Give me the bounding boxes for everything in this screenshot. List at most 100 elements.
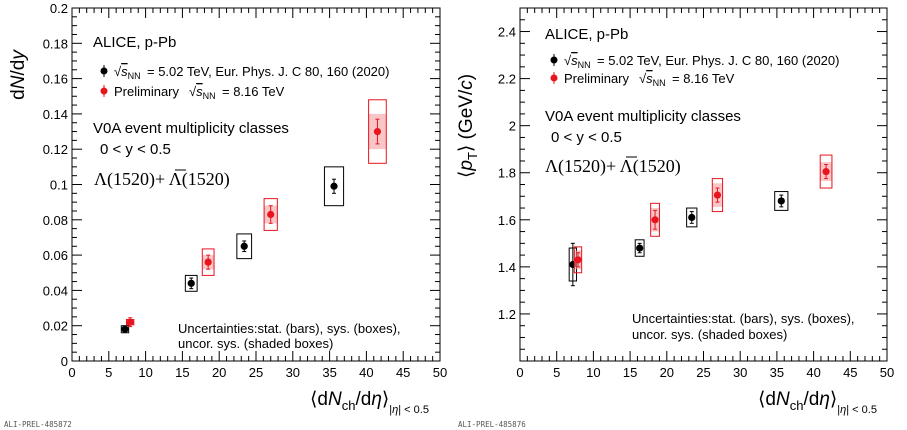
data-point: [330, 182, 338, 190]
x-tick-label: 50: [880, 365, 894, 380]
x-tick-label: 25: [696, 365, 710, 380]
sqrt-s-label: √sNN: [189, 84, 216, 101]
sys-box: [263, 198, 278, 231]
x-axis-title: ⟨dNch/dη⟩|η| < 0.5: [310, 389, 429, 416]
x-tick-label: 20: [212, 365, 226, 380]
rapidity-label: 0 < y < 0.5: [551, 129, 622, 146]
watermark: ALI-PREL-485872: [4, 420, 72, 429]
sys-box: [819, 154, 833, 189]
legend-black: √sNN = 5.02 TeV, Eur. Phys. J. C 80, 160…: [100, 64, 389, 81]
particle-label: Λ(1520)+ Λ(1520): [545, 156, 681, 177]
chart-panel-meanpt: 0 5 10 15 20 25 30 35 40 45 501.21.41.61.822.22.4 …: [456, 7, 894, 429]
sys-box: [236, 233, 253, 260]
sqrt-s-label: √sNN: [114, 64, 141, 81]
x-tick-label: 30: [286, 365, 300, 380]
y-tick-label: 0.06: [43, 248, 68, 263]
x-tick-label: 40: [806, 365, 820, 380]
data-point: [574, 256, 582, 264]
y-tick-label: 0.08: [43, 213, 68, 228]
data-marks: [568, 154, 833, 287]
data-point: [187, 279, 195, 287]
data-point: [121, 325, 129, 333]
y-tick-label: 2.2: [498, 72, 516, 87]
legend-black: √sNN = 5.02 TeV, Eur. Phys. J. C 80, 160…: [550, 53, 839, 70]
sys-box: [711, 178, 724, 213]
legend-red: Preliminary √sNN = 8.16 TeV: [550, 71, 735, 88]
system-label: ALICE, p-Pb: [545, 26, 628, 43]
legend-label-red-prefix: Preliminary: [564, 71, 630, 86]
y-tick-label: 1.8: [498, 166, 516, 181]
multiplicity-class-label: V0A event multiplicity classes: [93, 120, 289, 137]
uncertainty-note-line2: uncor. sys. (shaded boxes): [632, 327, 787, 342]
y-tick-label: 2.4: [498, 25, 516, 40]
sys-box: [201, 248, 215, 276]
system-label: ALICE, p-Pb: [93, 34, 176, 51]
y-tick-label: 0.1: [50, 178, 68, 193]
y-tick-label: 0: [61, 354, 68, 369]
y-tick-label: 1.6: [498, 213, 516, 228]
x-tick-label: 35: [770, 365, 784, 380]
y-tick-label: 0.04: [43, 283, 68, 298]
x-tick-label: 45: [396, 365, 410, 380]
y-tick-label: 0.18: [43, 36, 68, 51]
data-point: [822, 167, 830, 176]
axis-ticks: 0 5 10 15 20 25 30 35 40 45 50 0 0.02 0.04 0.06 0.08 0.1…: [43, 1, 448, 380]
x-tick-label: 20: [660, 365, 674, 380]
y-axis-title: dN/dy: [8, 49, 29, 100]
data-point: [373, 127, 382, 136]
x-tick-label: 0: [516, 365, 523, 380]
legend-label-red-prefix: Preliminary: [114, 84, 180, 99]
sys-box: [650, 202, 660, 237]
y-tick-label: 1.4: [498, 260, 516, 275]
sys-box: [323, 166, 345, 207]
x-tick-label: 15: [175, 365, 189, 380]
y-tick-label: 0.14: [43, 107, 68, 122]
x-tick-label: 25: [249, 365, 263, 380]
y-tick-label: 0.02: [43, 319, 68, 334]
uncertainty-note-line2: uncor. sys. (shaded boxes): [178, 336, 333, 351]
data-point: [267, 210, 275, 219]
data-point: [777, 197, 785, 205]
data-point: [240, 242, 248, 250]
legend-marker-black: [100, 67, 108, 75]
sys-box: [573, 246, 583, 274]
x-tick-label: 45: [843, 365, 857, 380]
legend-marker-black: [550, 56, 558, 64]
data-point: [126, 318, 134, 326]
legend-label-black: = 5.02 TeV, Eur. Phys. J. C 80, 160 (202…: [147, 64, 389, 79]
legend-red: Preliminary √sNN = 8.16 TeV: [100, 84, 285, 101]
sqrt-s-label: √sNN: [564, 53, 591, 70]
y-tick-label: 1.2: [498, 307, 516, 322]
chart-panel-dndy: 0 5 10 15 20 25 30 35 40 45 50 0 0.02 0.04 0.06 0.08 0.1…: [4, 1, 447, 429]
data-point: [688, 213, 696, 222]
sqrt-s-label: √sNN: [639, 71, 666, 88]
rapidity-label: 0 < y < 0.5: [100, 141, 171, 158]
x-axis-title: ⟨dNch/dη⟩|η| < 0.5: [758, 389, 877, 416]
x-tick-label: 0: [68, 365, 75, 380]
data-point: [651, 216, 659, 224]
x-tick-label: 50: [433, 365, 447, 380]
x-tick-label: 5: [105, 365, 112, 380]
legend-marker-red: [100, 87, 108, 95]
sys-box: [634, 239, 645, 257]
y-tick-label: 0.2: [50, 1, 68, 16]
x-tick-label: 15: [623, 365, 637, 380]
legend-label-black: = 5.02 TeV, Eur. Phys. J. C 80, 160 (202…: [597, 53, 839, 68]
y-tick-label: 0.16: [43, 72, 68, 87]
y-tick-label: 0.12: [43, 142, 68, 157]
legend-label-red: = 8.16 TeV: [222, 84, 285, 99]
x-tick-label: 30: [733, 365, 747, 380]
x-tick-label: 35: [322, 365, 336, 380]
data-point: [713, 191, 722, 199]
data-point: [204, 258, 212, 266]
legend-label-red: = 8.16 TeV: [672, 71, 735, 86]
axis-ticks: 0 5 10 15 20 25 30 35 40 45 50 1.2 1.4 1.6 1.8 2 2.2 2.4: [498, 7, 894, 380]
sys-box: [686, 207, 698, 228]
sys-box: [184, 274, 198, 292]
multiplicity-class-label: V0A event multiplicity classes: [545, 108, 741, 125]
uncertainty-note-line1: Uncertainties:stat. (bars), sys. (boxes)…: [178, 321, 401, 336]
watermark: ALI-PREL-485876: [458, 420, 526, 429]
sys-box: [774, 191, 789, 211]
sys-box: [368, 99, 387, 164]
